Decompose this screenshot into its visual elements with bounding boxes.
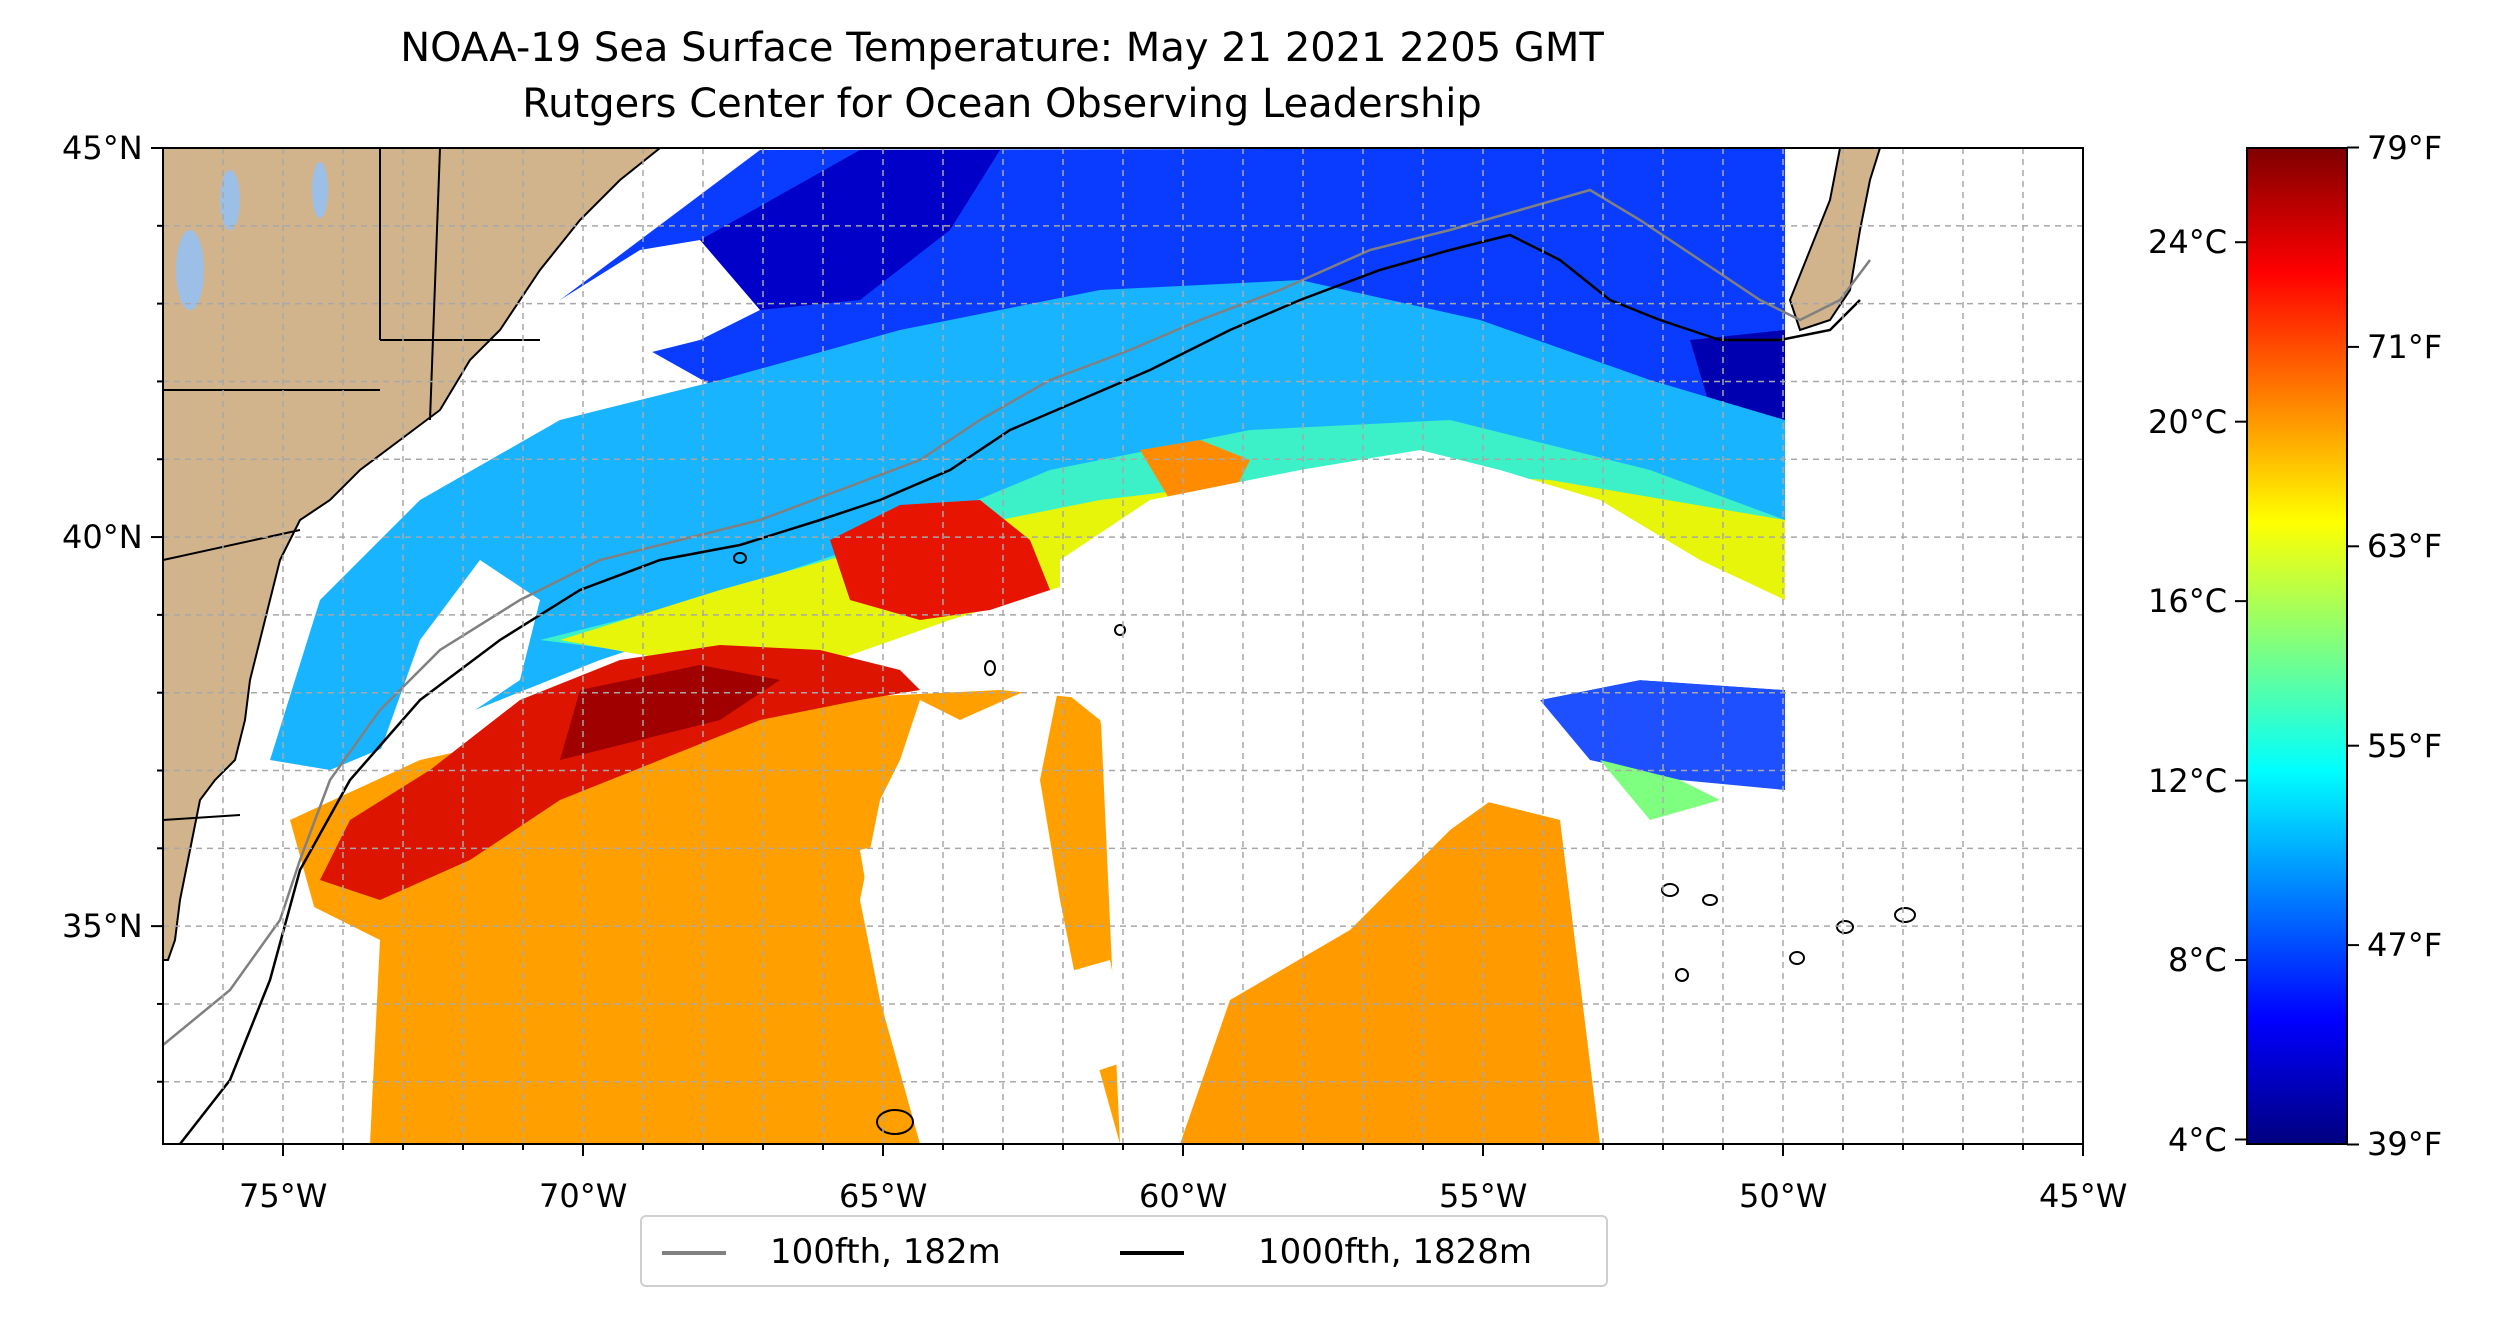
isobath-1000fth [179,233,1861,1144]
lon-tick-label: 75°W [239,1177,328,1215]
lat-tick-label: 35°N [62,907,143,946]
isobath-100fth [163,188,1871,1046]
seamounts [733,552,1916,1135]
lon-tick-label: 45°W [2039,1177,2128,1215]
seamount-9 [984,660,996,676]
celsius-tick-label: 8°C [2168,941,2227,980]
seamount-3 [1836,920,1854,934]
legend-label-1000fth: 1000fth, 1828m [1258,1232,1533,1272]
legend-swatch-100fth [662,1251,726,1255]
seamount-1 [1661,883,1679,897]
lon-tick-label: 60°W [1139,1177,1228,1215]
sst-shelf-water [270,280,1785,770]
land-nova-scotia [1788,148,1882,332]
fahrenheit-tick-label: 71°F [2367,327,2443,366]
sst-warm-ring [1140,440,1250,500]
border-5 [163,529,301,561]
map-area [163,148,2083,1144]
cloud-mask [163,148,2083,1144]
border-6 [163,814,241,821]
colorbar-ticks [2235,146,2359,1146]
fahrenheit-tick-label: 63°F [2367,527,2443,566]
lon-tick-label: 50°W [1739,1177,1828,1215]
map-title: NOAA-19 Sea Surface Temperature: May 21 … [400,25,1604,71]
seamount-10 [733,552,747,564]
lon-tick-label: 55°W [1439,1177,1528,1215]
isobath-legend: 100fth, 182m 1000fth, 1828m [640,1215,1608,1287]
fahrenheit-tick-label: 47°F [2367,926,2443,965]
sst-gulf-stream-main [320,645,920,900]
cloud-gap-shelf-north [560,240,760,360]
seamount-5 [1789,951,1805,965]
lakes [176,162,328,310]
cloud-gap-central [860,450,1785,1144]
seamount-6 [1675,968,1689,982]
border-2 [429,148,441,421]
lon-tick-label: 65°W [839,1177,928,1215]
celsius-tick-label: 4°C [2168,1120,2227,1159]
lat-tick-label: 40°N [62,518,143,557]
seamount-7 [876,1109,914,1135]
celsius-tick-label: 12°C [2148,761,2228,800]
celsius-tick-label: 20°C [2148,402,2228,441]
map-subtitle: Rutgers Center for Ocean Observing Leade… [522,81,1482,127]
lat-tick-label: 45°N [62,129,143,167]
sst-warm-southeast [1180,800,1600,1144]
fahrenheit-tick-label: 79°F [2367,128,2443,167]
fahrenheit-tick-label: 39°F [2367,1125,2443,1164]
sst-gulf-stream-warm-core [830,500,1050,620]
cloud-gap-southwest [163,780,380,1144]
sst-green-patch-east [1600,760,1720,820]
lon-tick-label: 70°W [539,1177,628,1215]
land [163,148,1882,961]
lake-3 [312,162,328,218]
seamount-2 [1702,894,1718,906]
land-us-east-coast [163,148,662,961]
seamount-8 [1114,624,1126,636]
sst-gulf-stream-core [560,665,780,760]
fahrenheit-tick-label: 55°F [2367,726,2443,765]
map-ticks [151,147,2084,1156]
celsius-tick-label: 16°C [2148,582,2228,621]
state-borders [163,148,540,821]
legend-swatch-1000fth [1120,1251,1184,1255]
colorbar [2246,147,2348,1145]
lake-1 [176,230,204,310]
gridlines [163,148,2083,1144]
sst-coldest-gulf-of-maine [700,150,1000,310]
celsius-tick-label: 24°C [2148,223,2228,262]
lake-2 [220,170,240,230]
seamount-4 [1894,907,1916,923]
legend-label-100fth: 100fth, 182m [770,1232,1001,1272]
cloud-gap-east [1600,148,2083,1144]
